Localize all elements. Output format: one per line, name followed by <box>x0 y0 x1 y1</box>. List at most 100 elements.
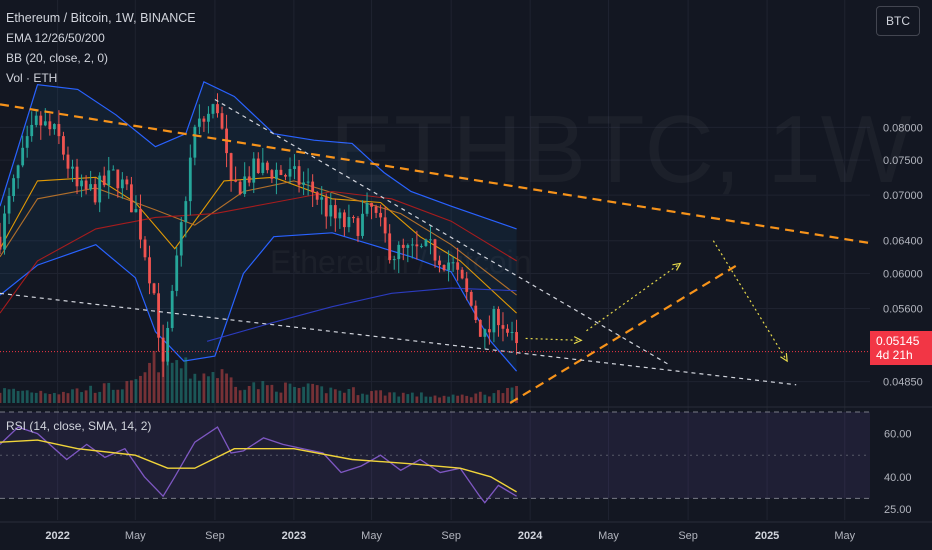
volume-bar <box>320 386 324 403</box>
volume-bar <box>89 385 93 403</box>
volume-bar <box>333 389 337 403</box>
candle <box>175 247 179 297</box>
volume-bar <box>383 395 387 403</box>
price-tick-label: 0.04850 <box>883 377 923 389</box>
rsi-line <box>0 426 517 504</box>
bb-legend[interactable]: BB (20, close, 2, 0) <box>6 51 109 65</box>
candle <box>143 236 147 261</box>
volume-bar <box>410 392 414 403</box>
volume-bar <box>134 379 138 403</box>
volume-bar <box>102 383 106 403</box>
volume-bar <box>501 393 505 403</box>
volume-bar <box>111 389 115 403</box>
price-tick-label: 0.06000 <box>883 268 923 280</box>
time-tick-label: 2024 <box>518 530 543 542</box>
candle <box>247 166 251 187</box>
volume-bar <box>374 390 378 403</box>
volume-bar <box>487 396 491 403</box>
volume-bar <box>352 387 355 403</box>
candle <box>442 264 446 272</box>
volume-bar <box>34 392 38 403</box>
volume-bar <box>379 390 383 403</box>
candle <box>98 172 102 213</box>
rsi-legend[interactable]: RSI (14, close, SMA, 14, 2) <box>6 419 152 433</box>
volume-bar <box>71 389 74 403</box>
volume-bar <box>302 386 305 403</box>
candle <box>48 113 52 136</box>
ema-legend[interactable]: EMA 12/26/50/200 <box>6 31 105 45</box>
volume-legend[interactable]: Vol · ETH <box>6 71 58 85</box>
chart-title[interactable]: Ethereum / Bitcoin, 1W, BINANCE <box>6 11 196 25</box>
candle <box>62 131 65 161</box>
symbol-button[interactable]: BTC <box>876 6 920 36</box>
trend-line <box>0 292 797 386</box>
volume-bar <box>424 396 428 403</box>
projection-arrow <box>525 337 582 341</box>
time-tick-label: 2022 <box>45 530 69 542</box>
volume-bar <box>243 389 247 403</box>
volume-bar <box>270 384 274 403</box>
volume-bar <box>465 395 469 403</box>
last-price-tag: 0.05145 4d 21h <box>870 331 932 365</box>
candle <box>451 256 455 272</box>
time-tick-label: Sep <box>441 530 461 542</box>
volume-bar <box>474 393 478 403</box>
volume-bar <box>62 391 65 403</box>
candle <box>130 176 133 213</box>
volume-bar <box>48 394 52 403</box>
volume-bar <box>220 369 224 403</box>
volume-bar <box>93 392 97 403</box>
volume-bar <box>275 391 278 403</box>
candle <box>256 152 260 174</box>
rsi-ma-line <box>0 439 517 493</box>
candle <box>438 255 441 273</box>
volume-bar <box>21 390 25 403</box>
arrow-head <box>780 353 788 363</box>
candle <box>374 204 378 218</box>
last-price-value: 0.05145 <box>876 334 920 348</box>
rsi-tick-label: 40.00 <box>884 472 912 484</box>
volume-bar <box>256 389 260 403</box>
candle <box>120 172 124 199</box>
candle <box>12 174 15 202</box>
candle <box>478 319 482 337</box>
time-tick-label: 2023 <box>282 530 306 542</box>
volume-bar <box>207 376 210 403</box>
candle <box>379 204 383 227</box>
volume-bar <box>288 383 292 403</box>
candle <box>469 290 473 307</box>
candle <box>102 166 106 188</box>
candle <box>270 168 274 183</box>
time-tick-label: May <box>125 530 146 542</box>
volume-bar <box>229 377 233 403</box>
volume-bar <box>506 387 509 403</box>
candle <box>424 238 428 248</box>
candle <box>456 247 460 281</box>
volume-bar <box>392 392 396 403</box>
candle <box>111 165 115 171</box>
candle <box>497 306 500 337</box>
volume-bar <box>170 362 174 403</box>
candle <box>333 198 337 232</box>
volume-bar <box>175 360 179 403</box>
time-tick-label: May <box>361 530 382 542</box>
candle <box>352 215 355 223</box>
candle <box>166 321 170 366</box>
candle <box>284 173 287 181</box>
candle <box>30 111 34 142</box>
volume-bar <box>193 373 197 403</box>
volume-bar <box>166 348 170 403</box>
volume-bar <box>125 381 129 403</box>
candle <box>293 154 296 180</box>
volume-bar <box>415 396 419 403</box>
candle <box>134 195 138 213</box>
volume-bar <box>324 393 328 403</box>
volume-bar <box>515 386 518 403</box>
volume-bar <box>157 372 160 403</box>
volume-bar <box>247 385 251 403</box>
candle <box>57 110 61 145</box>
candle <box>342 209 346 237</box>
candle <box>193 124 197 166</box>
volume-bar <box>148 362 151 403</box>
